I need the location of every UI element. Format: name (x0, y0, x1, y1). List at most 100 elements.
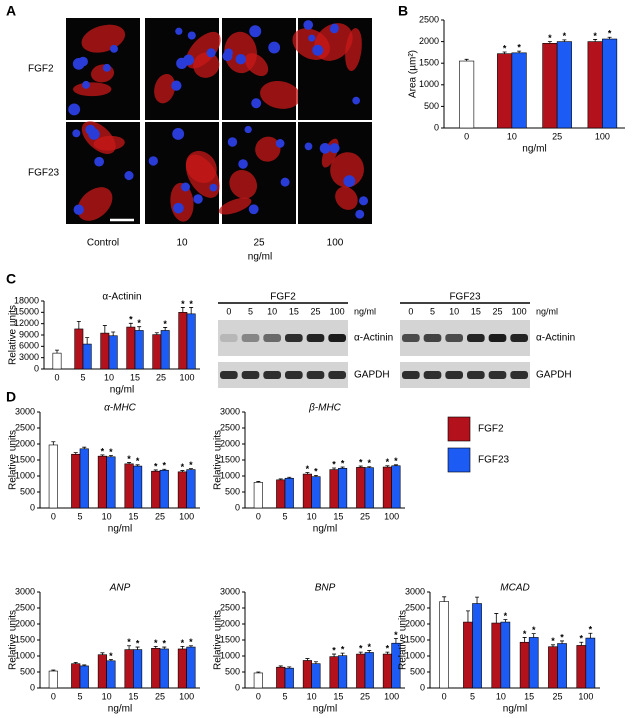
significance-mark: * (109, 447, 113, 457)
error-bar (162, 468, 167, 471)
x-axis-title: ng/ml (503, 704, 527, 715)
x-tick-label: 5 (282, 691, 287, 701)
nucleus (102, 63, 111, 72)
bar (48, 670, 58, 689)
x-axis-title: ng/ml (108, 704, 132, 715)
x-tick-label: 100 (179, 691, 194, 701)
x-tick-label: 5 (282, 511, 287, 521)
bar (602, 38, 618, 129)
y-tick-label: 12000 (14, 318, 39, 328)
chart-title: BNP (315, 583, 336, 594)
bar (253, 672, 263, 689)
error-bar (153, 469, 158, 472)
bar (542, 43, 558, 129)
blot (218, 320, 348, 356)
bar (74, 328, 84, 370)
x-tick-label: 15 (130, 372, 140, 382)
lane-label: 0 (226, 306, 231, 316)
x-tick-label: 0 (51, 511, 56, 521)
legend-label: FGF23 (478, 455, 510, 466)
nucleus (171, 80, 182, 91)
nucleus (238, 159, 248, 169)
error-bar (305, 472, 310, 475)
error-bar (111, 331, 116, 336)
bar (71, 453, 81, 509)
error-bar (607, 36, 612, 40)
nucleus (173, 202, 184, 214)
x-tick-label: 25 (360, 511, 370, 521)
error-bar (153, 646, 158, 649)
blot (218, 362, 348, 388)
row-label: FGF2 (28, 64, 54, 75)
x-tick-label: 25 (155, 691, 165, 701)
x-tick-label: 25 (360, 691, 370, 701)
lane-label: 25 (492, 306, 502, 316)
bar (576, 645, 587, 689)
y-tick-label: 0 (34, 363, 39, 373)
y-tick-label: 1500 (419, 58, 439, 68)
y-tick-label: 1000 (220, 470, 240, 480)
nucleus (251, 98, 262, 109)
error-bar (82, 446, 87, 449)
bar (302, 473, 312, 509)
chart-title: α-MHC (104, 403, 137, 414)
significance-mark: * (563, 31, 567, 41)
significance-mark: * (154, 638, 158, 648)
bar (556, 41, 572, 129)
significance-mark: * (189, 460, 193, 470)
x-tick-label: 5 (80, 372, 85, 382)
nucleus (280, 177, 290, 187)
unit-label: ng/ml (354, 306, 376, 316)
cell (260, 81, 301, 109)
row-label: GAPDH (536, 370, 572, 381)
error-bar (358, 651, 363, 655)
y-tick-label: 1500 (15, 454, 35, 464)
y-tick-label: 500 (410, 666, 425, 676)
y-tick-label: 1000 (220, 650, 240, 660)
nucleus (343, 175, 356, 188)
nucleus (181, 182, 190, 192)
bar (48, 444, 58, 509)
error-bar (340, 466, 345, 469)
x-tick-label: 15 (524, 691, 534, 701)
band (220, 371, 238, 379)
error-bar (188, 468, 193, 470)
error-bar (502, 51, 507, 54)
bar (151, 470, 161, 509)
error-bar (188, 645, 193, 648)
error-bar (127, 645, 132, 650)
cell (335, 186, 358, 210)
x-tick-label: 10 (507, 131, 517, 141)
y-tick-label: 1000 (405, 650, 425, 660)
significance-mark: * (163, 638, 167, 648)
bar (151, 648, 161, 689)
error-bar (517, 50, 522, 53)
significance-mark: * (359, 644, 363, 654)
x-tick-label: 0 (51, 691, 56, 701)
nucleus (206, 48, 216, 58)
nucleus (355, 209, 365, 219)
y-tick-label: 2500 (15, 422, 35, 432)
column-label: 100 (327, 238, 344, 249)
bar (79, 665, 89, 689)
cell (77, 187, 113, 221)
band (241, 334, 260, 342)
error-bar (82, 664, 87, 666)
significance-mark: * (551, 636, 555, 646)
blot-title: FGF23 (449, 292, 481, 303)
nucleus (148, 156, 158, 166)
bar (82, 343, 92, 370)
significance-mark: * (593, 31, 597, 41)
x-tick-label: 5 (470, 691, 475, 701)
band (402, 334, 420, 342)
bar (311, 663, 321, 689)
unit-label: ng/ml (536, 306, 558, 316)
error-bar (128, 322, 133, 328)
band (263, 371, 281, 379)
band (488, 334, 507, 342)
bar (97, 455, 107, 509)
bar (253, 482, 263, 509)
bar (284, 477, 294, 509)
lane-label: 10 (267, 306, 277, 316)
blot-title: FGF2 (270, 292, 296, 303)
